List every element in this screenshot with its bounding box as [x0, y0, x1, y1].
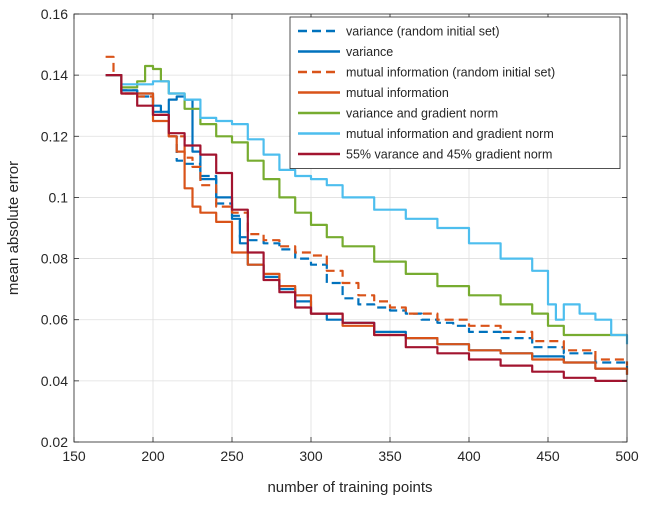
x-tick-label: 500 [615, 448, 639, 464]
y-tick-label: 0.12 [41, 128, 68, 144]
y-tick-label: 0.14 [41, 67, 68, 83]
series-line-variance-random-initial-set [105, 74, 629, 369]
x-tick-label: 250 [220, 448, 244, 464]
legend-label: variance (random initial set) [346, 25, 500, 39]
x-tick-label: 200 [141, 448, 165, 464]
series-line-variance-and-gradient-norm [105, 64, 627, 337]
y-tick-label: 0.06 [41, 312, 68, 328]
y-axis-label: mean absolute error [5, 161, 22, 295]
legend-label: variance [346, 45, 393, 59]
x-tick-label: 150 [62, 448, 86, 464]
x-tick-label: 450 [536, 448, 560, 464]
legend-label: 55% varance and 45% gradient norm [346, 148, 552, 162]
legend-label: mutual information (random initial set) [346, 66, 555, 80]
legend: variance (random initial set) variance mut… [289, 16, 621, 169]
series-line-mutual-information-and-gradient-norm [105, 74, 629, 345]
y-tick-label: 0.02 [41, 434, 68, 450]
legend-label: variance and gradient norm [346, 107, 498, 121]
x-axis-label: number of training points [267, 479, 432, 496]
y-tick-label: 0.08 [41, 251, 68, 267]
x-tick-label: 350 [378, 448, 402, 464]
y-tick-label: 0.1 [49, 189, 69, 205]
legend-box [289, 16, 621, 169]
x-tick-label: 400 [457, 448, 481, 464]
y-tick-label: 0.16 [41, 6, 68, 22]
legend-label: mutual information [346, 86, 449, 100]
y-tick-label: 0.04 [41, 373, 68, 389]
legend-label: mutual information and gradient norm [346, 127, 554, 141]
series-line-55-varance-and-45-gradient-norm [105, 74, 627, 382]
axis-ticks: 150 200 250 300 350 400 450 500 0.02 0.04 0.06 0.08… [41, 6, 639, 464]
series-lines [105, 55, 629, 382]
x-tick-label: 300 [299, 448, 323, 464]
plot-area-frame [73, 13, 628, 443]
